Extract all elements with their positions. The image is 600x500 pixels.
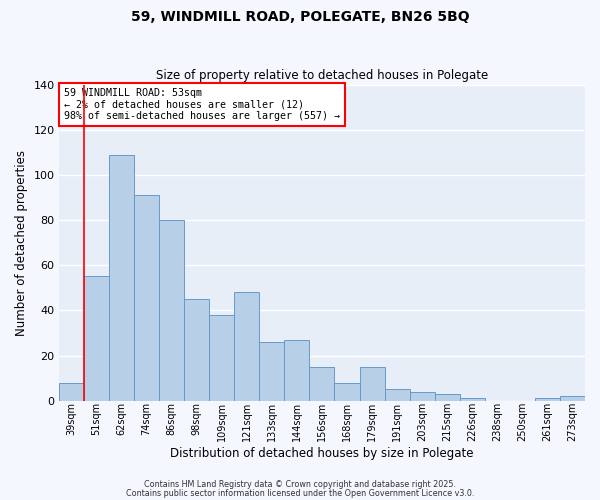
Text: 59, WINDMILL ROAD, POLEGATE, BN26 5BQ: 59, WINDMILL ROAD, POLEGATE, BN26 5BQ <box>131 10 469 24</box>
Bar <box>109 154 134 400</box>
Bar <box>184 299 209 400</box>
Bar <box>59 382 84 400</box>
Bar <box>284 340 310 400</box>
Bar <box>84 276 109 400</box>
Title: Size of property relative to detached houses in Polegate: Size of property relative to detached ho… <box>156 69 488 82</box>
Bar <box>259 342 284 400</box>
Y-axis label: Number of detached properties: Number of detached properties <box>15 150 28 336</box>
Bar <box>560 396 585 400</box>
Bar <box>209 315 234 400</box>
Bar <box>460 398 485 400</box>
Bar <box>535 398 560 400</box>
Text: Contains public sector information licensed under the Open Government Licence v3: Contains public sector information licen… <box>126 488 474 498</box>
Text: Contains HM Land Registry data © Crown copyright and database right 2025.: Contains HM Land Registry data © Crown c… <box>144 480 456 489</box>
Bar <box>159 220 184 400</box>
Bar <box>334 382 359 400</box>
Bar <box>134 195 159 400</box>
Bar <box>359 367 385 400</box>
Bar <box>310 367 334 400</box>
Bar <box>434 394 460 400</box>
X-axis label: Distribution of detached houses by size in Polegate: Distribution of detached houses by size … <box>170 447 473 460</box>
Bar <box>410 392 434 400</box>
Bar <box>234 292 259 401</box>
Text: 59 WINDMILL ROAD: 53sqm
← 2% of detached houses are smaller (12)
98% of semi-det: 59 WINDMILL ROAD: 53sqm ← 2% of detached… <box>64 88 340 121</box>
Bar <box>385 390 410 400</box>
